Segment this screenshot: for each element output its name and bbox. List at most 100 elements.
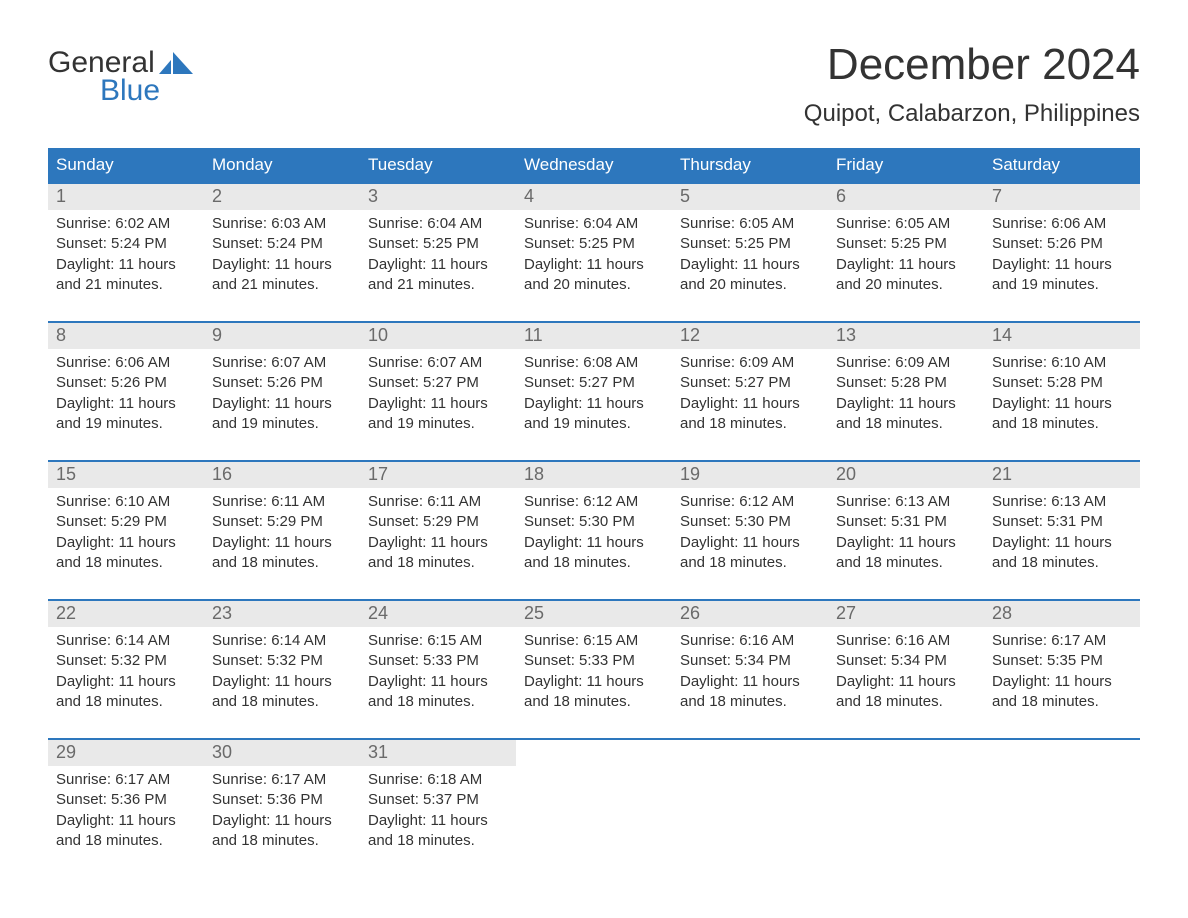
sunset-line: Sunset: 5:26 PM: [212, 373, 352, 393]
day-cell: 31Sunrise: 6:18 AMSunset: 5:37 PMDayligh…: [360, 740, 516, 851]
empty-day: [516, 740, 672, 766]
month-title: December 2024: [804, 40, 1140, 90]
empty-day: [828, 740, 984, 766]
day-header-tuesday: Tuesday: [360, 148, 516, 182]
sunrise-line: Sunrise: 6:09 AM: [680, 353, 820, 373]
day-number: 9: [204, 323, 360, 349]
daylight-line: Daylight: 11 hours and 18 minutes.: [524, 672, 664, 713]
sunset-line: Sunset: 5:31 PM: [836, 512, 976, 532]
daylight-line: Daylight: 11 hours and 20 minutes.: [836, 255, 976, 296]
day-cell: 22Sunrise: 6:14 AMSunset: 5:32 PMDayligh…: [48, 601, 204, 712]
week-row: 29Sunrise: 6:17 AMSunset: 5:36 PMDayligh…: [48, 738, 1140, 851]
day-body: Sunrise: 6:17 AMSunset: 5:36 PMDaylight:…: [204, 766, 360, 851]
sunrise-line: Sunrise: 6:10 AM: [56, 492, 196, 512]
day-body: Sunrise: 6:16 AMSunset: 5:34 PMDaylight:…: [672, 627, 828, 712]
day-body: Sunrise: 6:06 AMSunset: 5:26 PMDaylight:…: [984, 210, 1140, 295]
day-body: Sunrise: 6:18 AMSunset: 5:37 PMDaylight:…: [360, 766, 516, 851]
day-cell: 1Sunrise: 6:02 AMSunset: 5:24 PMDaylight…: [48, 184, 204, 295]
sunset-line: Sunset: 5:29 PM: [368, 512, 508, 532]
daylight-line: Daylight: 11 hours and 19 minutes.: [368, 394, 508, 435]
daylight-line: Daylight: 11 hours and 18 minutes.: [212, 672, 352, 713]
day-body: Sunrise: 6:02 AMSunset: 5:24 PMDaylight:…: [48, 210, 204, 295]
day-cell: 24Sunrise: 6:15 AMSunset: 5:33 PMDayligh…: [360, 601, 516, 712]
sunrise-line: Sunrise: 6:09 AM: [836, 353, 976, 373]
sunrise-line: Sunrise: 6:07 AM: [368, 353, 508, 373]
day-body: Sunrise: 6:08 AMSunset: 5:27 PMDaylight:…: [516, 349, 672, 434]
sunset-line: Sunset: 5:24 PM: [212, 234, 352, 254]
sunset-line: Sunset: 5:27 PM: [368, 373, 508, 393]
sunrise-line: Sunrise: 6:06 AM: [56, 353, 196, 373]
sunrise-line: Sunrise: 6:11 AM: [212, 492, 352, 512]
day-cell: [984, 740, 1140, 851]
day-cell: 2Sunrise: 6:03 AMSunset: 5:24 PMDaylight…: [204, 184, 360, 295]
day-body: Sunrise: 6:11 AMSunset: 5:29 PMDaylight:…: [360, 488, 516, 573]
sunrise-line: Sunrise: 6:04 AM: [524, 214, 664, 234]
day-cell: 21Sunrise: 6:13 AMSunset: 5:31 PMDayligh…: [984, 462, 1140, 573]
daylight-line: Daylight: 11 hours and 18 minutes.: [992, 394, 1132, 435]
day-cell: 14Sunrise: 6:10 AMSunset: 5:28 PMDayligh…: [984, 323, 1140, 434]
sunset-line: Sunset: 5:30 PM: [524, 512, 664, 532]
sunrise-line: Sunrise: 6:16 AM: [680, 631, 820, 651]
daylight-line: Daylight: 11 hours and 18 minutes.: [368, 533, 508, 574]
sunset-line: Sunset: 5:24 PM: [56, 234, 196, 254]
day-cell: 29Sunrise: 6:17 AMSunset: 5:36 PMDayligh…: [48, 740, 204, 851]
daylight-line: Daylight: 11 hours and 18 minutes.: [212, 533, 352, 574]
daylight-line: Daylight: 11 hours and 20 minutes.: [680, 255, 820, 296]
daylight-line: Daylight: 11 hours and 18 minutes.: [212, 811, 352, 852]
daylight-line: Daylight: 11 hours and 18 minutes.: [56, 672, 196, 713]
sunrise-line: Sunrise: 6:12 AM: [524, 492, 664, 512]
sunrise-line: Sunrise: 6:17 AM: [992, 631, 1132, 651]
day-cell: 30Sunrise: 6:17 AMSunset: 5:36 PMDayligh…: [204, 740, 360, 851]
day-header-friday: Friday: [828, 148, 984, 182]
day-cell: 25Sunrise: 6:15 AMSunset: 5:33 PMDayligh…: [516, 601, 672, 712]
title-block: December 2024 Quipot, Calabarzon, Philip…: [804, 40, 1140, 128]
sunrise-line: Sunrise: 6:13 AM: [836, 492, 976, 512]
day-number: 22: [48, 601, 204, 627]
day-body: Sunrise: 6:16 AMSunset: 5:34 PMDaylight:…: [828, 627, 984, 712]
day-cell: 7Sunrise: 6:06 AMSunset: 5:26 PMDaylight…: [984, 184, 1140, 295]
sunrise-line: Sunrise: 6:05 AM: [680, 214, 820, 234]
sunrise-line: Sunrise: 6:17 AM: [212, 770, 352, 790]
day-number: 16: [204, 462, 360, 488]
day-header-sunday: Sunday: [48, 148, 204, 182]
daylight-line: Daylight: 11 hours and 18 minutes.: [56, 811, 196, 852]
day-cell: [828, 740, 984, 851]
sunset-line: Sunset: 5:33 PM: [368, 651, 508, 671]
daylight-line: Daylight: 11 hours and 20 minutes.: [524, 255, 664, 296]
day-body: Sunrise: 6:12 AMSunset: 5:30 PMDaylight:…: [672, 488, 828, 573]
sunset-line: Sunset: 5:33 PM: [524, 651, 664, 671]
sunset-line: Sunset: 5:34 PM: [680, 651, 820, 671]
day-body: Sunrise: 6:06 AMSunset: 5:26 PMDaylight:…: [48, 349, 204, 434]
daylight-line: Daylight: 11 hours and 18 minutes.: [56, 533, 196, 574]
day-number: 14: [984, 323, 1140, 349]
day-number: 17: [360, 462, 516, 488]
day-body: Sunrise: 6:05 AMSunset: 5:25 PMDaylight:…: [828, 210, 984, 295]
day-cell: 17Sunrise: 6:11 AMSunset: 5:29 PMDayligh…: [360, 462, 516, 573]
sunset-line: Sunset: 5:34 PM: [836, 651, 976, 671]
location: Quipot, Calabarzon, Philippines: [804, 100, 1140, 128]
sunset-line: Sunset: 5:25 PM: [524, 234, 664, 254]
day-cell: 3Sunrise: 6:04 AMSunset: 5:25 PMDaylight…: [360, 184, 516, 295]
week-row: 22Sunrise: 6:14 AMSunset: 5:32 PMDayligh…: [48, 599, 1140, 712]
day-body: Sunrise: 6:14 AMSunset: 5:32 PMDaylight:…: [48, 627, 204, 712]
sunset-line: Sunset: 5:26 PM: [56, 373, 196, 393]
sunrise-line: Sunrise: 6:12 AM: [680, 492, 820, 512]
sunrise-line: Sunrise: 6:03 AM: [212, 214, 352, 234]
day-body: Sunrise: 6:13 AMSunset: 5:31 PMDaylight:…: [984, 488, 1140, 573]
day-cell: 16Sunrise: 6:11 AMSunset: 5:29 PMDayligh…: [204, 462, 360, 573]
daylight-line: Daylight: 11 hours and 18 minutes.: [836, 533, 976, 574]
sunset-line: Sunset: 5:32 PM: [212, 651, 352, 671]
day-cell: 20Sunrise: 6:13 AMSunset: 5:31 PMDayligh…: [828, 462, 984, 573]
daylight-line: Daylight: 11 hours and 19 minutes.: [56, 394, 196, 435]
day-number: 12: [672, 323, 828, 349]
day-cell: 9Sunrise: 6:07 AMSunset: 5:26 PMDaylight…: [204, 323, 360, 434]
day-body: Sunrise: 6:04 AMSunset: 5:25 PMDaylight:…: [360, 210, 516, 295]
day-cell: 5Sunrise: 6:05 AMSunset: 5:25 PMDaylight…: [672, 184, 828, 295]
daylight-line: Daylight: 11 hours and 19 minutes.: [992, 255, 1132, 296]
daylight-line: Daylight: 11 hours and 18 minutes.: [524, 533, 664, 574]
sunset-line: Sunset: 5:26 PM: [992, 234, 1132, 254]
sunrise-line: Sunrise: 6:13 AM: [992, 492, 1132, 512]
sunset-line: Sunset: 5:28 PM: [836, 373, 976, 393]
day-cell: 15Sunrise: 6:10 AMSunset: 5:29 PMDayligh…: [48, 462, 204, 573]
day-header-wednesday: Wednesday: [516, 148, 672, 182]
